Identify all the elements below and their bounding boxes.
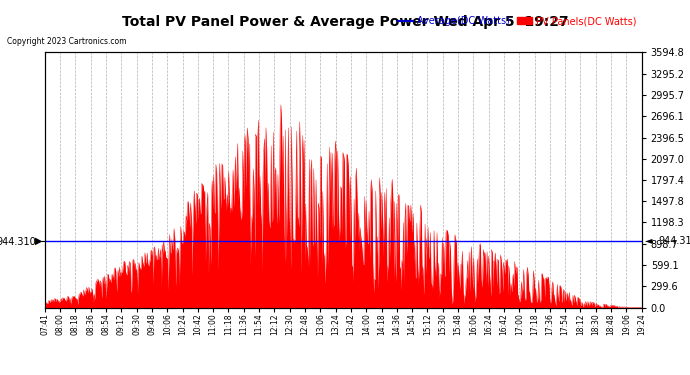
Text: Total PV Panel Power & Average Power Wed Apr 5  19:27: Total PV Panel Power & Average Power Wed…	[121, 15, 569, 29]
Text: 944.310: 944.310	[658, 236, 690, 246]
Legend: Average(DC Watts), PV Panels(DC Watts): Average(DC Watts), PV Panels(DC Watts)	[395, 12, 640, 30]
Text: ▶: ▶	[34, 236, 42, 246]
Text: Copyright 2023 Cartronics.com: Copyright 2023 Cartronics.com	[7, 38, 126, 46]
Text: ◄: ◄	[644, 236, 652, 246]
